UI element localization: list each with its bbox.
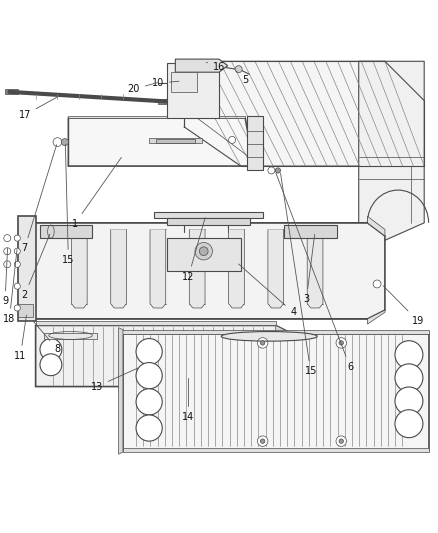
Text: 13: 13 <box>91 368 138 392</box>
Circle shape <box>61 139 68 146</box>
Polygon shape <box>35 326 293 386</box>
Circle shape <box>235 66 242 72</box>
Text: 9: 9 <box>2 248 8 306</box>
Text: 1: 1 <box>72 157 121 229</box>
Polygon shape <box>68 116 245 118</box>
Text: 15: 15 <box>281 173 317 376</box>
Polygon shape <box>44 333 97 338</box>
Polygon shape <box>68 118 254 166</box>
Polygon shape <box>121 330 428 334</box>
Circle shape <box>395 387 423 415</box>
Circle shape <box>261 341 265 345</box>
Text: 15: 15 <box>62 144 74 265</box>
Polygon shape <box>18 219 31 319</box>
Polygon shape <box>18 304 33 317</box>
Polygon shape <box>247 116 263 171</box>
Polygon shape <box>123 334 428 450</box>
Text: 5: 5 <box>236 71 248 85</box>
Polygon shape <box>5 89 18 94</box>
Circle shape <box>4 261 11 268</box>
Circle shape <box>261 439 265 443</box>
Polygon shape <box>359 61 424 240</box>
Circle shape <box>336 436 346 446</box>
Circle shape <box>195 243 212 260</box>
Polygon shape <box>150 229 166 308</box>
Circle shape <box>395 341 423 369</box>
Circle shape <box>336 338 346 348</box>
Circle shape <box>14 235 20 241</box>
Polygon shape <box>189 229 205 308</box>
Text: 19: 19 <box>383 286 424 326</box>
Circle shape <box>4 248 11 255</box>
Polygon shape <box>171 72 197 92</box>
Circle shape <box>40 354 62 376</box>
Polygon shape <box>158 99 171 104</box>
Polygon shape <box>307 229 323 308</box>
Circle shape <box>276 168 281 173</box>
Circle shape <box>14 248 20 254</box>
Polygon shape <box>71 229 87 308</box>
Ellipse shape <box>221 332 317 341</box>
Polygon shape <box>31 216 385 236</box>
Circle shape <box>53 138 62 147</box>
Polygon shape <box>166 238 241 271</box>
Polygon shape <box>18 216 35 321</box>
Polygon shape <box>268 229 284 308</box>
Text: 12: 12 <box>182 217 205 281</box>
Polygon shape <box>111 229 127 308</box>
Polygon shape <box>166 219 250 225</box>
Polygon shape <box>119 328 123 454</box>
Circle shape <box>40 338 62 360</box>
Circle shape <box>199 247 208 256</box>
Polygon shape <box>31 310 385 324</box>
Text: 7: 7 <box>21 145 57 253</box>
Polygon shape <box>40 225 92 238</box>
Circle shape <box>373 280 381 288</box>
Polygon shape <box>155 139 195 142</box>
Polygon shape <box>285 225 337 238</box>
Circle shape <box>4 235 11 241</box>
Text: 6: 6 <box>276 173 353 372</box>
Polygon shape <box>166 63 219 118</box>
Polygon shape <box>123 448 428 452</box>
Text: 18: 18 <box>4 249 17 324</box>
Polygon shape <box>149 138 201 143</box>
Circle shape <box>14 283 20 289</box>
Circle shape <box>136 415 162 441</box>
Text: 3: 3 <box>303 235 314 304</box>
Circle shape <box>14 261 20 268</box>
Circle shape <box>14 305 20 311</box>
Text: 2: 2 <box>21 234 50 300</box>
Circle shape <box>395 364 423 392</box>
Circle shape <box>339 341 343 345</box>
Polygon shape <box>153 212 263 219</box>
Circle shape <box>136 362 162 389</box>
Text: 14: 14 <box>182 378 194 422</box>
Polygon shape <box>184 61 424 166</box>
Text: 11: 11 <box>14 315 26 361</box>
Circle shape <box>268 167 275 174</box>
Circle shape <box>258 338 268 348</box>
Text: 20: 20 <box>127 83 157 94</box>
Circle shape <box>339 439 343 443</box>
Circle shape <box>136 338 162 365</box>
Circle shape <box>229 136 236 143</box>
Text: 8: 8 <box>33 321 60 354</box>
Circle shape <box>136 389 162 415</box>
Text: 4: 4 <box>239 264 296 317</box>
Polygon shape <box>276 326 293 386</box>
Text: 10: 10 <box>152 78 179 88</box>
Polygon shape <box>35 321 276 326</box>
Polygon shape <box>175 59 228 72</box>
Polygon shape <box>229 229 244 308</box>
Circle shape <box>258 436 268 446</box>
Circle shape <box>395 410 423 438</box>
Text: 17: 17 <box>18 96 60 120</box>
Polygon shape <box>31 223 385 319</box>
Text: 16: 16 <box>206 62 225 72</box>
